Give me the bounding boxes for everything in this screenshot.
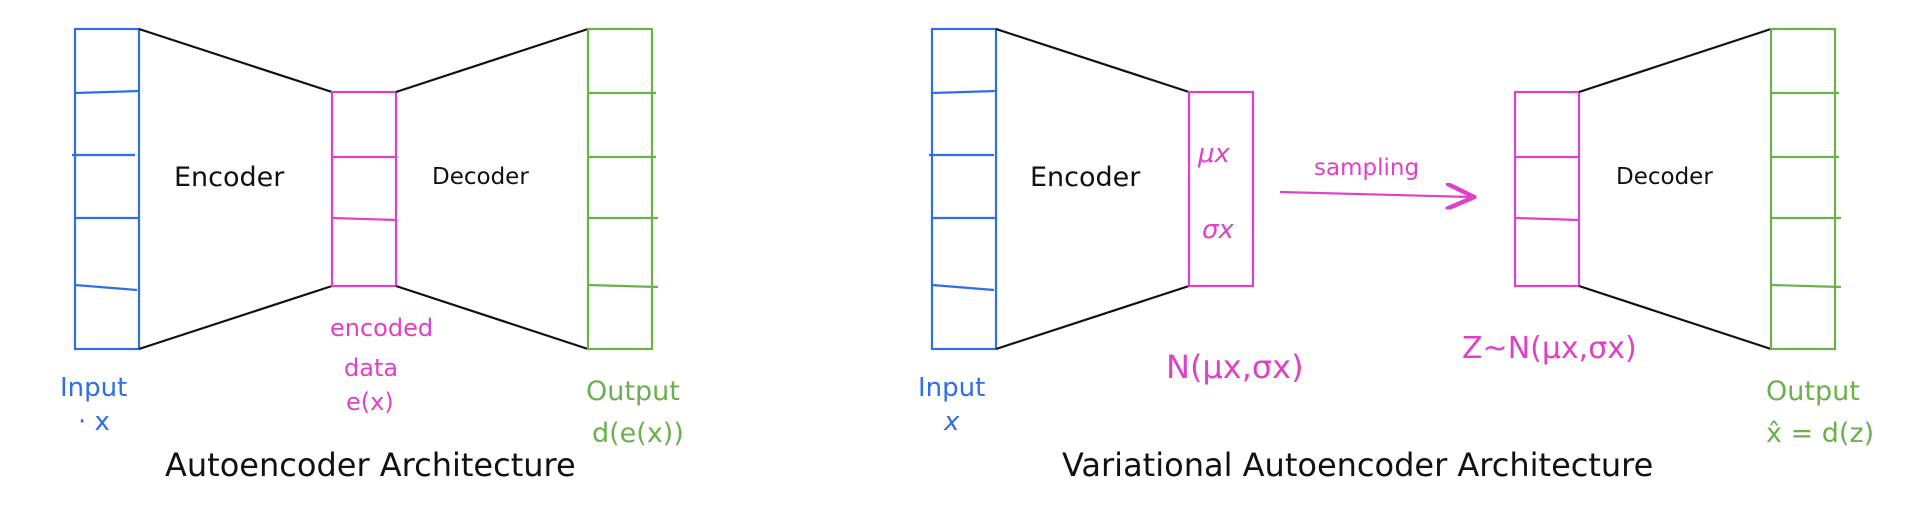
ae-title: Autoencoder Architecture (165, 446, 576, 484)
vae-encoder-label: Encoder (1030, 162, 1141, 193)
autoencoder-diagram: Encoder Decoder Input · x encoded data e… (60, 27, 684, 484)
vae-input-layer (929, 27, 998, 351)
ae-input-symbol: · x (78, 407, 110, 437)
vae-output-symbol: x̂ = d(z) (1766, 418, 1874, 449)
ae-decoder-block (395, 27, 589, 351)
vae-input-symbol: x (943, 407, 960, 437)
vae-mu-label: μx (1197, 139, 1231, 169)
vae-output-label: Output (1766, 376, 1860, 407)
ae-input-layer (72, 27, 141, 351)
vae-sigma-label: σx (1202, 215, 1234, 245)
vae-diagram: Encoder μx σx sampling Decoder (918, 27, 1874, 484)
vae-output-layer (1769, 27, 1842, 351)
vae-latent-layer (1513, 90, 1581, 288)
vae-decoder-label: Decoder (1616, 164, 1713, 190)
vae-distribution-label: N(μx,σx) (1166, 348, 1304, 386)
vae-z-label: Z~N(μx,σx) (1462, 331, 1637, 366)
vae-sampling-label: sampling (1314, 155, 1419, 181)
vae-title: Variational Autoencoder Architecture (1062, 446, 1653, 484)
vae-encoder-block (995, 27, 1190, 351)
ae-decoder-label: Decoder (432, 164, 529, 190)
ae-input-label: Input (60, 373, 127, 403)
ae-output-layer (586, 27, 659, 351)
ae-output-label: Output (586, 376, 680, 407)
vae-distribution-layer (1187, 90, 1255, 288)
ae-latent-caption-3: e(x) (346, 388, 394, 416)
ae-latent-layer (330, 90, 398, 288)
ae-latent-caption-2: data (344, 354, 398, 382)
vae-sampling-arrow (1279, 192, 1472, 197)
ae-latent-caption-1: encoded (330, 314, 433, 342)
ae-output-symbol: d(e(x)) (592, 418, 684, 449)
vae-input-label: Input (918, 373, 985, 403)
ae-encoder-label: Encoder (174, 162, 285, 193)
vae-decoder-block (1578, 27, 1772, 351)
ae-encoder-block (138, 27, 333, 351)
